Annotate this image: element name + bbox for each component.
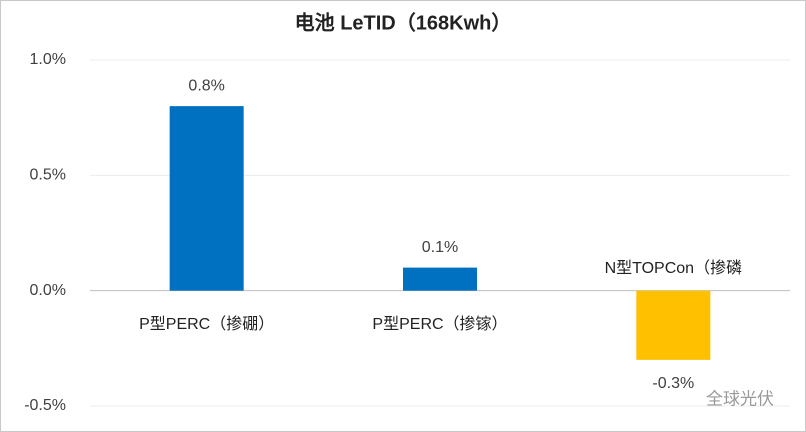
y-tick-label: 0.0% [30,282,66,299]
value-label: -0.3% [652,375,694,392]
bar [403,267,477,291]
x-tick-label: N型TOPCon（掺磷 [605,259,743,277]
chart-title: 电池 LeTID（168Kwh） [295,11,512,34]
value-label: 0.8% [188,77,224,94]
x-tick-label: P型PERC（掺硼） [139,315,274,333]
bar [169,106,244,291]
bar [636,290,711,360]
watermark: 全球光伏 [706,389,774,408]
y-tick-label: 0.5% [30,167,66,184]
x-tick-label: P型PERC（掺镓） [372,315,507,333]
y-tick-label: 1.0% [30,51,66,68]
value-label: 0.1% [422,239,458,256]
y-tick-label: -0.5% [24,397,66,414]
